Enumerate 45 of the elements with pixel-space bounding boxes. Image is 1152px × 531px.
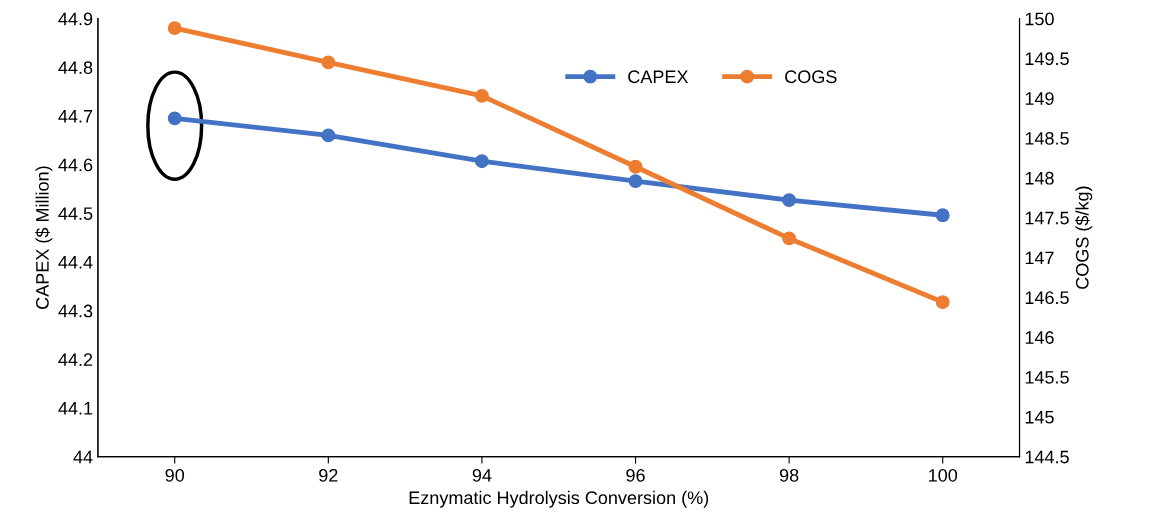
point xyxy=(782,231,797,246)
y-tick-label: 44 xyxy=(73,450,93,464)
point xyxy=(628,159,643,174)
y2-tick-label: 146 xyxy=(1025,331,1054,344)
point xyxy=(474,154,489,169)
legend-label: CAPEX xyxy=(628,70,689,84)
point xyxy=(935,295,950,310)
x-tick-label: 90 xyxy=(165,468,185,482)
y-tick-label: 44.1 xyxy=(58,402,93,415)
point xyxy=(935,208,950,223)
point xyxy=(782,193,797,208)
y2-tick-label: 145.5 xyxy=(1025,371,1069,384)
y-tick-label: 44.6 xyxy=(58,158,93,172)
x-tick-label: 92 xyxy=(319,468,338,482)
y2-tick-label: 148 xyxy=(1025,171,1054,185)
y-tick-label: 44.3 xyxy=(58,304,93,318)
y-tick-label: 44.8 xyxy=(58,61,93,74)
point xyxy=(167,21,182,36)
y-tick-label: 44.7 xyxy=(58,110,93,123)
y-tick-label: 44.5 xyxy=(58,207,93,221)
y-tick-label: 44.4 xyxy=(58,256,93,269)
y2-tick-label: 147.5 xyxy=(1025,211,1069,225)
y2-tick-label: 149.5 xyxy=(1025,52,1069,66)
y-tick-label: 44.9 xyxy=(58,12,93,26)
y-axis-title: CAPEX ($ Million) xyxy=(35,166,53,309)
y2-tick-label: 149 xyxy=(1025,92,1054,105)
x-tick-label: 96 xyxy=(626,468,645,482)
y2-axis-title: COGS ($/kg) xyxy=(1075,186,1093,289)
point xyxy=(628,174,643,189)
x-tick-label: 100 xyxy=(929,468,958,482)
x-axis-title: Eznymatic Hydrolysis Conversion (%) xyxy=(409,490,709,508)
legend-label: COGS xyxy=(785,70,837,84)
point xyxy=(167,111,182,126)
x-tick-label: 98 xyxy=(779,468,799,482)
y2-tick-label: 148.5 xyxy=(1025,131,1069,145)
y2-tick-label: 146.5 xyxy=(1025,291,1069,305)
x-tick-label: 94 xyxy=(472,468,492,482)
y2-tick-label: 144.5 xyxy=(1025,450,1069,464)
y-tick-label: 44.2 xyxy=(58,353,93,366)
y2-tick-label: 147 xyxy=(1025,251,1054,265)
point xyxy=(321,55,336,70)
y2-tick-label: 150 xyxy=(1025,12,1054,26)
point xyxy=(321,128,336,143)
point xyxy=(474,88,489,103)
y2-tick-label: 145 xyxy=(1025,410,1054,424)
